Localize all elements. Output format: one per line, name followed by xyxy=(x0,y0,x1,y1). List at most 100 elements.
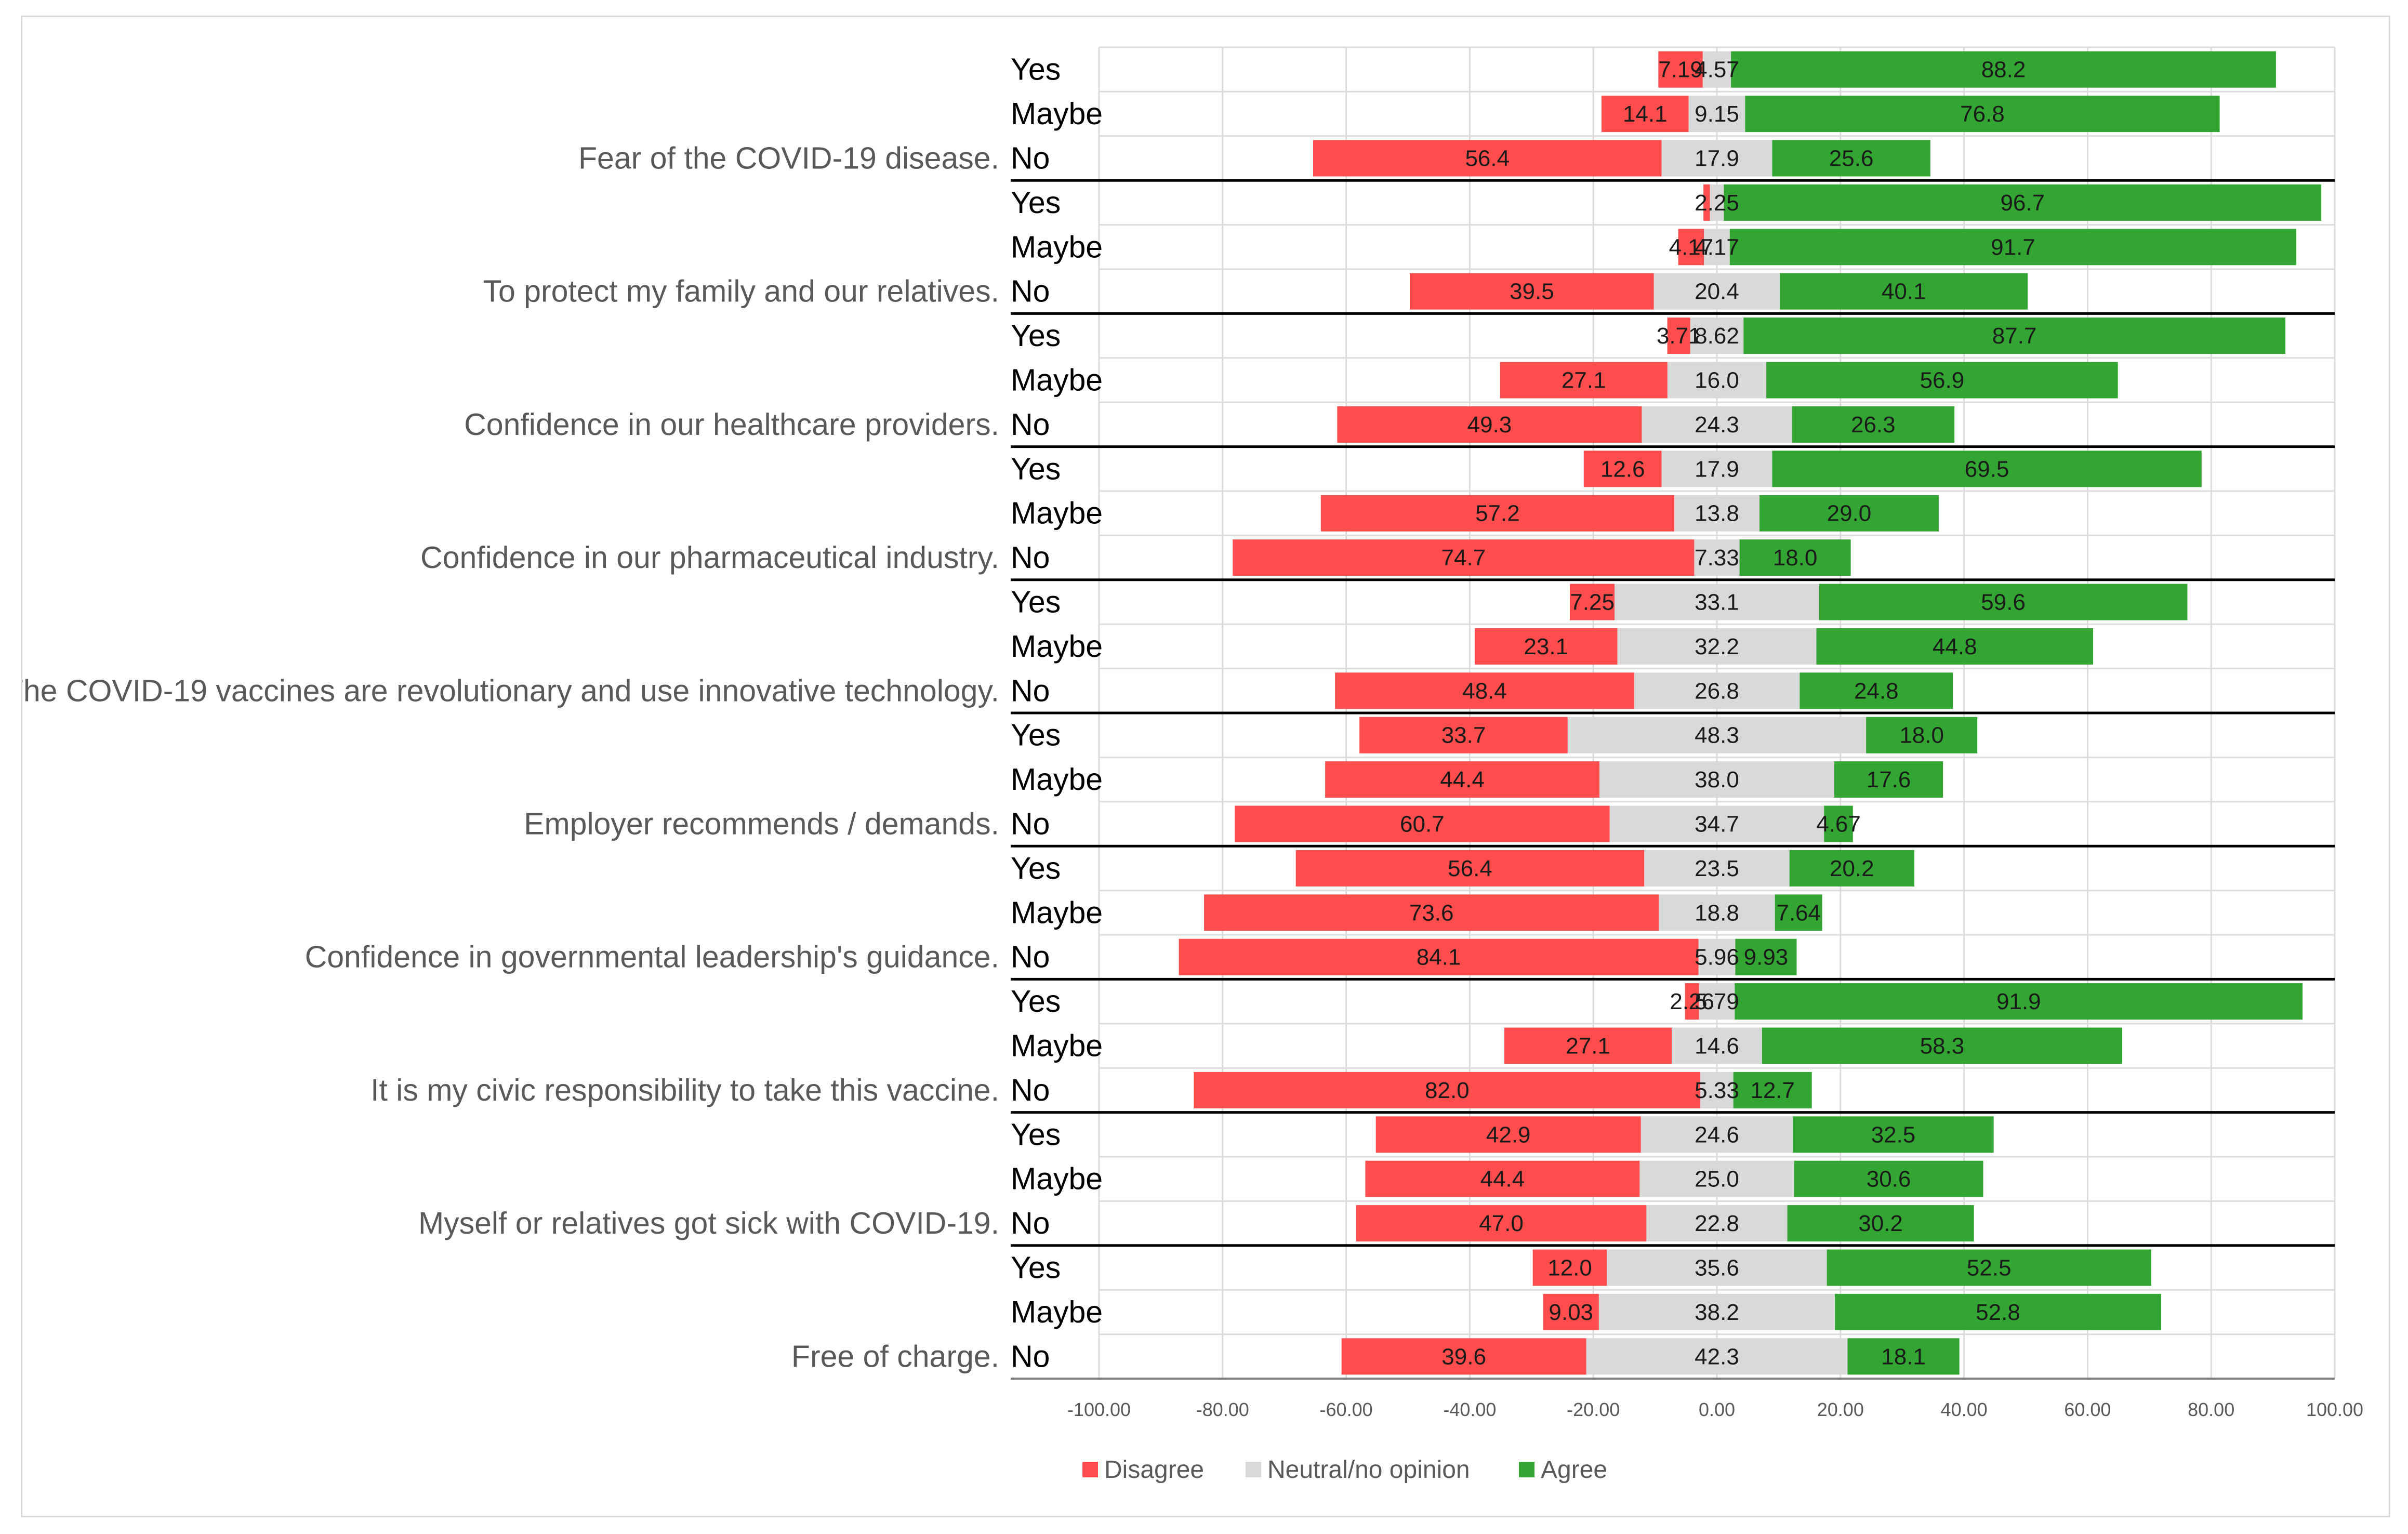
bar-disagree-g3-r2 xyxy=(1233,539,1695,576)
value-label-disagree-g9-r1: 9.03 xyxy=(1549,1300,1593,1325)
bar-agree-g8-r0 xyxy=(1793,1116,1994,1153)
bar-agree-g4-r0 xyxy=(1819,584,2188,620)
bar-neutral-g9-r1 xyxy=(1598,1293,1835,1330)
value-label-neutral-g0-r1: 9.15 xyxy=(1695,101,1739,127)
response-label-g6-r0: Yes xyxy=(1011,851,1061,885)
bar-neutral-g4-r2 xyxy=(1634,672,1800,709)
value-label-neutral-g7-r2: 5.33 xyxy=(1695,1078,1739,1103)
response-label-g2-r0: Yes xyxy=(1011,319,1061,353)
x-tick-label-10: 100.00 xyxy=(2306,1399,2363,1420)
response-label-g0-r0: Yes xyxy=(1011,52,1061,87)
value-label-agree-g1-r1: 91.7 xyxy=(1991,234,2035,260)
value-label-disagree-g6-r1: 73.6 xyxy=(1409,900,1454,925)
value-label-neutral-g3-r2: 7.33 xyxy=(1695,545,1739,571)
bar-neutral-g9-r2 xyxy=(1586,1338,1848,1375)
response-label-g8-r1: Maybe xyxy=(1011,1162,1103,1196)
response-label-g1-r2: No xyxy=(1011,274,1050,309)
legend-label-1: Neutral/no opinion xyxy=(1267,1456,1470,1484)
bar-neutral-g1-r2 xyxy=(1653,273,1780,310)
value-label-agree-g0-r0: 88.2 xyxy=(1981,57,2026,83)
bar-neutral-g5-r1 xyxy=(1599,761,1834,798)
value-label-agree-g2-r1: 56.9 xyxy=(1920,368,1965,393)
value-label-agree-g2-r2: 26.3 xyxy=(1851,412,1896,438)
x-tick-label-3: -40.00 xyxy=(1443,1399,1496,1420)
bar-disagree-g6-r2 xyxy=(1179,938,1699,975)
value-label-neutral-g4-r0: 33.1 xyxy=(1695,590,1739,615)
response-label-g8-r0: Yes xyxy=(1011,1117,1061,1152)
bar-disagree-g2-r0 xyxy=(1667,318,1690,354)
bar-disagree-g4-r0 xyxy=(1570,584,1615,620)
x-tick-label-8: 60.00 xyxy=(2064,1399,2111,1420)
legend-label-0: Disagree xyxy=(1104,1456,1204,1484)
bar-neutral-g4-r0 xyxy=(1615,584,1819,620)
value-label-neutral-g9-r2: 42.3 xyxy=(1695,1344,1739,1369)
value-label-neutral-g2-r1: 16.0 xyxy=(1695,368,1739,393)
bar-agree-g6-r2 xyxy=(1735,938,1797,975)
bar-neutral-g0-r2 xyxy=(1661,140,1772,177)
bar-disagree-g2-r1 xyxy=(1500,362,1668,399)
response-label-g5-r2: No xyxy=(1011,807,1050,841)
value-label-neutral-g4-r1: 32.2 xyxy=(1695,634,1739,659)
value-label-agree-g4-r1: 44.8 xyxy=(1933,634,1977,659)
x-tick-label-1: -80.00 xyxy=(1196,1399,1249,1420)
value-label-neutral-g7-r1: 14.6 xyxy=(1695,1034,1739,1059)
value-label-disagree-g5-r1: 44.4 xyxy=(1440,767,1485,792)
value-label-neutral-g6-r0: 23.5 xyxy=(1695,856,1739,881)
bar-neutral-g2-r2 xyxy=(1642,406,1792,443)
value-label-neutral-g4-r2: 26.8 xyxy=(1695,678,1739,704)
bar-disagree-g6-r1 xyxy=(1204,894,1659,931)
bar-agree-g3-r2 xyxy=(1739,539,1851,576)
value-label-disagree-g3-r1: 57.2 xyxy=(1475,501,1520,526)
value-label-agree-g3-r0: 69.5 xyxy=(1965,456,2009,482)
response-label-g4-r1: Maybe xyxy=(1011,629,1103,664)
value-label-neutral-g0-r2: 17.9 xyxy=(1695,146,1739,171)
x-tick-label-2: -60.00 xyxy=(1320,1399,1373,1420)
response-label-g7-r2: No xyxy=(1011,1073,1050,1107)
bar-neutral-g7-r2 xyxy=(1700,1072,1734,1108)
response-label-g9-r1: Maybe xyxy=(1011,1295,1103,1329)
bar-disagree-g3-r1 xyxy=(1320,495,1674,532)
legend-swatch-2 xyxy=(1519,1462,1534,1477)
value-label-agree-g3-r1: 29.0 xyxy=(1827,501,1872,526)
bar-agree-g0-r2 xyxy=(1772,140,1930,177)
value-label-agree-g7-r2: 12.7 xyxy=(1750,1078,1795,1103)
value-label-neutral-g6-r2: 5.96 xyxy=(1695,945,1739,970)
response-label-g3-r2: No xyxy=(1011,540,1050,575)
category-label-9: Free of charge. xyxy=(791,1339,999,1373)
value-label-agree-g7-r1: 58.3 xyxy=(1920,1034,1965,1059)
value-label-disagree-g8-r0: 42.9 xyxy=(1486,1122,1531,1147)
category-label-1: To protect my family and our relatives. xyxy=(483,274,999,309)
response-label-g5-r1: Maybe xyxy=(1011,762,1103,797)
value-label-disagree-g8-r2: 47.0 xyxy=(1479,1211,1524,1236)
bar-agree-g2-r2 xyxy=(1792,406,1955,443)
value-label-agree-g8-r0: 32.5 xyxy=(1871,1122,1916,1147)
bar-agree-g9-r1 xyxy=(1835,1293,2161,1330)
bar-neutral-g5-r2 xyxy=(1609,805,1824,842)
response-label-g3-r1: Maybe xyxy=(1011,496,1103,531)
bar-neutral-g8-r2 xyxy=(1646,1205,1788,1242)
value-label-neutral-g8-r0: 24.6 xyxy=(1695,1122,1739,1147)
value-label-disagree-g7-r1: 27.1 xyxy=(1566,1034,1610,1059)
response-label-g8-r2: No xyxy=(1011,1206,1050,1240)
value-label-neutral-g2-r0: 8.62 xyxy=(1695,323,1739,349)
bar-agree-g5-r1 xyxy=(1834,761,1943,798)
bar-neutral-g3-r1 xyxy=(1674,495,1760,532)
bar-agree-g4-r1 xyxy=(1816,628,2094,665)
category-label-5: Employer recommends / demands. xyxy=(524,807,999,841)
bar-agree-g4-r2 xyxy=(1800,672,1953,709)
bar-agree-g1-r2 xyxy=(1780,273,2028,310)
value-label-neutral-g8-r1: 25.0 xyxy=(1695,1167,1739,1192)
bar-disagree-g8-r1 xyxy=(1365,1160,1640,1197)
value-label-disagree-g0-r2: 56.4 xyxy=(1465,146,1510,171)
response-label-g4-r2: No xyxy=(1011,673,1050,708)
bar-marks xyxy=(1179,51,2322,1375)
bar-agree-g9-r0 xyxy=(1827,1249,2151,1286)
bar-neutral-g5-r0 xyxy=(1567,717,1867,753)
value-label-agree-g6-r0: 20.2 xyxy=(1830,856,1874,881)
bar-agree-g5-r2 xyxy=(1824,805,1853,842)
bar-disagree-g5-r0 xyxy=(1359,717,1568,753)
value-label-agree-g1-r2: 40.1 xyxy=(1882,279,1926,305)
value-label-agree-g3-r2: 18.0 xyxy=(1773,545,1818,571)
value-label-disagree-g8-r1: 44.4 xyxy=(1480,1167,1525,1192)
bar-disagree-g8-r2 xyxy=(1356,1205,1647,1242)
